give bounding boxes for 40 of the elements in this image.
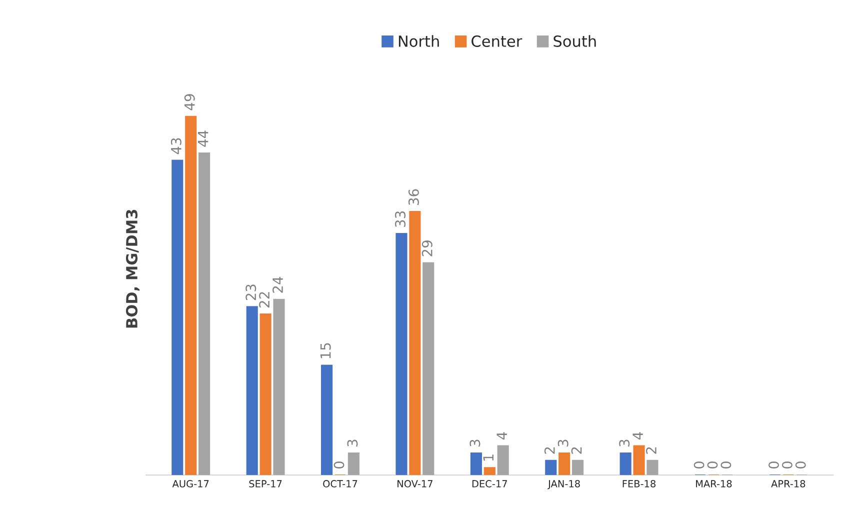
data-label: 0 [694,462,704,469]
data-label: 0 [768,462,779,469]
data-label: 0 [795,462,806,469]
data-label: 3 [619,440,630,446]
x-tick-label: SEP-17 [249,480,282,488]
data-label: 23 [246,284,256,300]
data-label: 24 [272,276,283,293]
x-tick-label: MAR-18 [696,480,732,488]
legend-label: North [398,35,439,47]
x-tick-label: OCT-17 [323,480,358,488]
x-tick-label: APR-18 [771,480,806,488]
legend-label: Center [472,35,522,47]
data-label: 44 [198,130,208,147]
data-label: 2 [571,447,582,454]
data-label: 15 [320,343,331,358]
data-label: 0 [720,462,732,469]
data-label: 49 [184,94,195,110]
data-label: 0 [782,462,792,469]
data-label: 2 [544,447,555,454]
data-label: 2 [646,447,656,454]
data-label: 4 [632,432,643,440]
data-label: 1 [483,454,494,461]
x-tick-label: FEB-18 [622,480,656,488]
y-axis-title: BOD, MG/DM3 [126,210,140,328]
x-tick-label: NOV-17 [398,480,432,488]
data-label: 4 [496,432,507,440]
x-tick-label: JAN-18 [548,480,580,490]
data-label: 43 [170,138,182,154]
data-label: 0 [707,462,718,469]
data-label: 36 [408,189,419,205]
data-label: 33 [395,211,406,227]
data-label: 22 [259,292,270,308]
data-label: 3 [470,440,480,446]
legend-label: South [554,35,596,47]
x-tick-label: AUG-17 [172,480,209,488]
data-label: 0 [334,462,344,469]
data-label: 29 [422,240,432,256]
data-label: 3 [347,440,358,446]
data-label: 3 [558,440,568,446]
x-tick-label: DEC-17 [472,480,507,488]
